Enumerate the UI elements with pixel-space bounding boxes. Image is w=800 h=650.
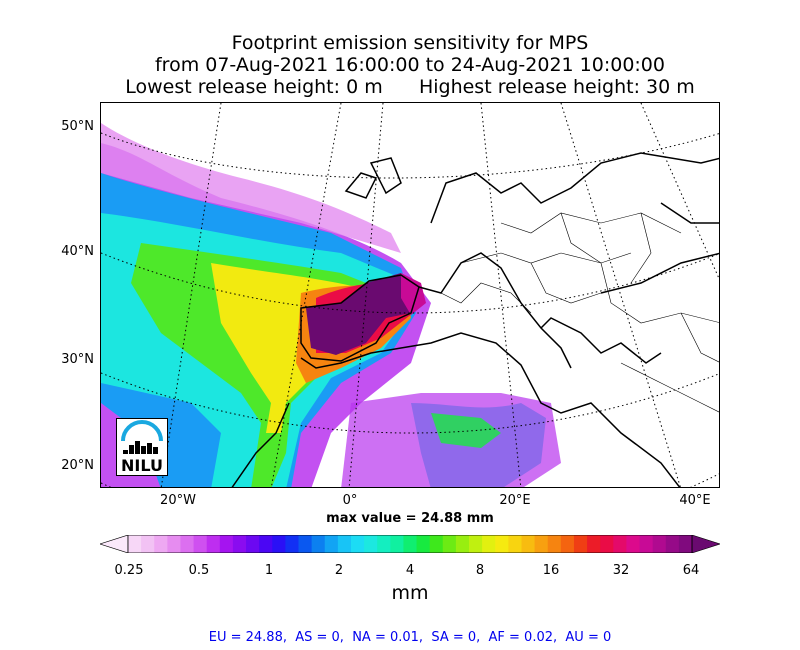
- title-line-2: from 07-Aug-2021 16:00:00 to 24-Aug-2021…: [154, 54, 665, 76]
- colorbar-bin: [626, 535, 641, 553]
- graticule: [101, 103, 719, 487]
- coastlines: [231, 152, 719, 487]
- colorbar-bin: [337, 535, 352, 553]
- nilu-logo: NILU: [116, 418, 168, 476]
- colorbar-bin: [455, 535, 470, 553]
- plume-south-green: [431, 413, 501, 448]
- borders: [440, 212, 719, 413]
- colorbar-bin: [482, 535, 496, 553]
- colorbar-bin: [587, 535, 601, 553]
- plume-core: [306, 273, 421, 355]
- colorbar: [100, 535, 720, 553]
- colorbar-tick: 0.5: [188, 563, 210, 578]
- colorbar-tick: 1: [264, 563, 274, 578]
- colorbar-bin: [285, 535, 300, 553]
- colorbar-bin: [206, 535, 221, 553]
- colorbar-bin: [180, 535, 195, 553]
- lon-label-40e: 40°E: [679, 493, 711, 508]
- footprint-map: [101, 103, 719, 487]
- colorbar-bin: [298, 535, 313, 553]
- colorbar-bin: [324, 535, 339, 553]
- colorbar-bin: [167, 535, 181, 553]
- colorbar-bin: [403, 535, 418, 553]
- colorbar-bin: [534, 535, 549, 553]
- colorbar-bin: [547, 535, 562, 553]
- colorbar-bin: [508, 535, 522, 553]
- colorbar-tick: 8: [475, 563, 485, 578]
- colorbar-bin: [311, 535, 326, 553]
- colorbar-tick: 32: [612, 563, 630, 578]
- colorbar-tick: 0.25: [114, 563, 144, 578]
- colorbar-bin: [219, 535, 234, 553]
- colorbar-tick: 2: [334, 563, 344, 578]
- colorbar-unit: mm: [391, 582, 429, 604]
- colorbar-bin: [678, 535, 693, 553]
- colorbar-bin: [154, 535, 168, 553]
- colorbar-tick: 4: [405, 563, 415, 578]
- lat-label-30n: 30°N: [61, 352, 94, 367]
- colorbar-bin: [429, 535, 444, 553]
- colorbar-bin: [639, 535, 654, 553]
- colorbar-bin: [665, 535, 680, 553]
- colorbar-bin: [364, 535, 378, 553]
- map-panel: [100, 102, 720, 488]
- max-value-label: max value = 24.88 mm: [326, 511, 494, 526]
- plume-top-speckle: [101, 123, 401, 253]
- colorbar-tick: 16: [542, 563, 560, 578]
- lon-label-20w: 20°W: [160, 493, 196, 508]
- lat-label-20n: 20°N: [61, 458, 94, 473]
- nilu-logo-text: NILU: [121, 456, 163, 475]
- colorbar-bin: [416, 535, 431, 553]
- lon-label-0: 0°: [342, 493, 358, 508]
- title-line-3: Lowest release height: 0 m Highest relea…: [125, 76, 695, 98]
- colorbar-max-extend: [691, 535, 720, 553]
- lat-label-40n: 40°N: [61, 244, 94, 259]
- colorbar-bin: [193, 535, 208, 553]
- region-summary: EU = 24.88, AS = 0, NA = 0.01, SA = 0, A…: [208, 630, 612, 645]
- colorbar-bin: [232, 535, 247, 553]
- colorbar-tick: 64: [682, 563, 700, 578]
- plume-core-edge: [401, 273, 426, 315]
- colorbar-bin: [272, 535, 286, 553]
- lat-label-50n: 50°N: [61, 119, 94, 134]
- colorbar-bin: [600, 535, 614, 553]
- colorbar-bin: [560, 535, 575, 553]
- colorbar-bin: [469, 535, 483, 553]
- colorbar-bin: [652, 535, 667, 553]
- colorbar-bin: [521, 535, 536, 553]
- colorbar-bin: [573, 535, 588, 553]
- colorbar-bin: [613, 535, 627, 553]
- colorbar-bin: [350, 535, 365, 553]
- colorbar-bin: [495, 535, 509, 553]
- colorbar-bin: [377, 535, 391, 553]
- colorbar-bin: [442, 535, 457, 553]
- colorbar-bin: [390, 535, 404, 553]
- colorbar-bin: [128, 535, 142, 553]
- colorbar-frame: [127, 535, 693, 553]
- colorbar-min-extend: [100, 535, 129, 553]
- colorbar-bin: [246, 535, 260, 553]
- lon-label-20e: 20°E: [499, 493, 531, 508]
- colorbar-bin: [259, 535, 273, 553]
- colorbar-bin: [141, 535, 155, 553]
- title-line-1: Footprint emission sensitivity for MPS: [231, 32, 589, 54]
